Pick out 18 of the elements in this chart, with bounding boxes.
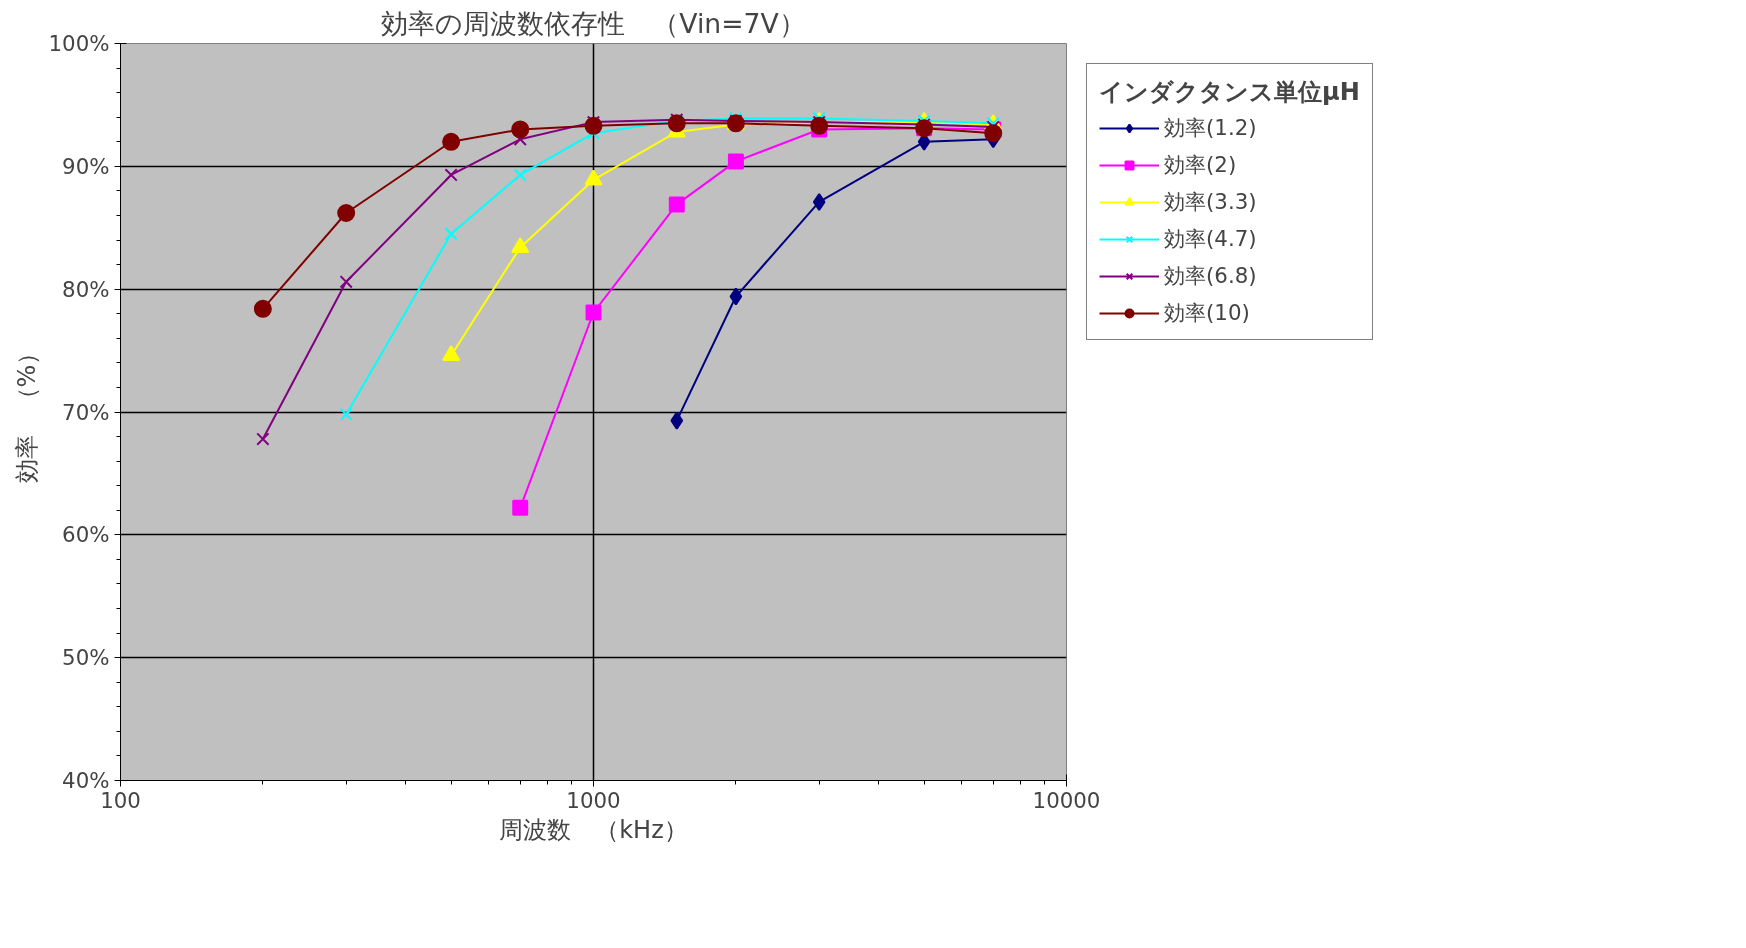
x-tick-label: 1000: [566, 787, 621, 813]
y-tick-label: 50%: [62, 645, 110, 671]
legend-title: インダクタンス単位μH: [1099, 77, 1360, 108]
y-tick-label: 80%: [62, 276, 110, 302]
legend-label: 効率(2): [1164, 151, 1237, 179]
y-tick-label: 60%: [62, 522, 110, 548]
legend-label: 効率(1.2): [1164, 114, 1257, 142]
y-tick-label: 70%: [62, 399, 110, 425]
legend-label: 効率(3.3): [1164, 188, 1257, 216]
legend-label: 効率(10): [1164, 299, 1250, 327]
y-tick-label: 100%: [48, 31, 110, 56]
y-axis-title: 効率 （%）: [12, 340, 41, 484]
chart-title: 効率の周波数依存性 （Vin=7V）: [381, 7, 806, 39]
legend-label: 効率(6.8): [1164, 262, 1257, 290]
x-axis-title: 周波数 （kHz）: [499, 815, 688, 844]
legend-label: 効率(4.7): [1164, 225, 1257, 253]
y-tick-label: 90%: [62, 153, 110, 179]
x-tick-label: 10000: [1032, 787, 1101, 813]
